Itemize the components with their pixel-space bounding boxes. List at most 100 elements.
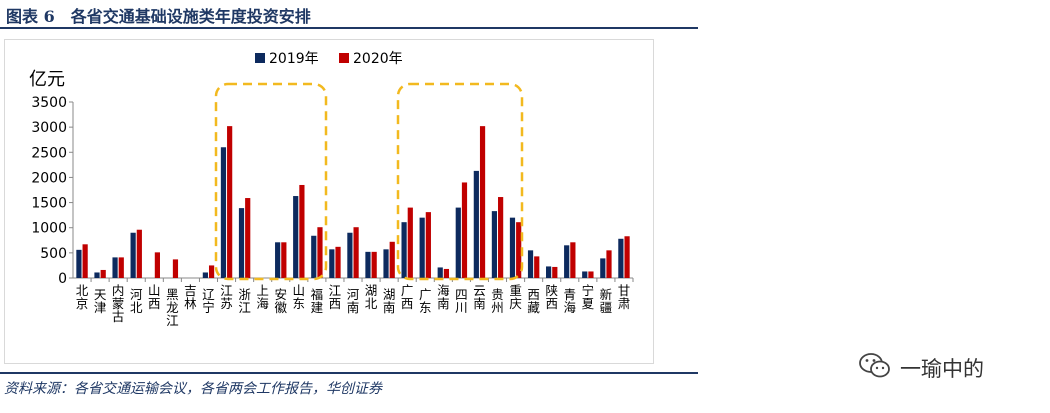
legend-swatch-0	[255, 53, 265, 63]
y-tick-label: 2000	[31, 170, 67, 186]
x-tick-label: 江西	[329, 283, 342, 311]
bar-chart: 亿元0500100015002000250030003500北京天津内蒙古河北山…	[29, 51, 634, 328]
legend-label-0: 2019年	[269, 51, 319, 67]
bar-2019-20	[437, 267, 443, 278]
x-tick-label: 安徽	[274, 287, 287, 315]
bar-2019-29	[600, 258, 606, 278]
watermark-text: 一瑜中的	[900, 357, 984, 381]
bar-2020-0	[82, 244, 88, 278]
x-tick-label: 湖北	[365, 283, 378, 311]
bar-2020-1	[100, 269, 106, 278]
y-tick-label: 1000	[31, 221, 67, 237]
bar-2020-16	[371, 251, 377, 278]
x-tick-label: 辽宁	[202, 287, 215, 315]
x-tick-label: 宁夏	[582, 283, 595, 311]
bar-2019-2	[112, 257, 118, 278]
x-tick-label: 贵州	[491, 287, 504, 315]
chart-frame: 亿元 0 500 1000 1500 2000 2500 3000 3500 北京 天津 内蒙古 河北山…	[4, 39, 654, 364]
bar-2020-22	[479, 126, 486, 278]
x-tick-label: 吉林	[184, 283, 197, 311]
y-tick-label: 2500	[31, 145, 67, 161]
x-tick-label: 陕西	[545, 283, 558, 311]
bar-2019-27	[564, 245, 570, 278]
bar-2020-2	[118, 257, 124, 278]
bar-2020-3	[136, 229, 142, 278]
x-tick-label: 黑龙江	[166, 287, 179, 328]
x-tick-label: 西藏	[527, 287, 540, 315]
bar-2019-9	[238, 208, 245, 278]
bar-2019-0	[76, 249, 82, 278]
x-tick-label: 湖南	[383, 287, 396, 315]
x-tick-label: 北京	[76, 283, 89, 311]
bar-2020-18	[407, 207, 413, 278]
bar-2019-25	[527, 250, 534, 278]
x-tick-label: 青海	[564, 287, 577, 315]
x-tick-label: 重庆	[509, 283, 522, 311]
x-tick-label: 广东	[419, 287, 432, 315]
wechat-icon	[858, 351, 892, 385]
bar-2020-21	[461, 182, 468, 278]
bar-2020-19	[425, 212, 431, 278]
bar-2019-17	[383, 249, 389, 278]
highlight-box-southwest	[396, 82, 524, 281]
bar-2019-24	[509, 217, 516, 278]
bar-2020-13	[317, 227, 323, 278]
bar-2020-15	[353, 227, 359, 278]
bar-2020-17	[389, 241, 395, 278]
bar-2019-19	[419, 217, 425, 278]
title-rule	[0, 27, 698, 29]
y-tick-label: 3000	[31, 120, 67, 136]
x-tick-label: 浙江	[238, 287, 251, 315]
highlight-box-east	[214, 82, 328, 281]
y-axis-label: 亿元	[29, 69, 65, 90]
bar-2019-11	[275, 242, 281, 278]
bar-2019-1	[94, 272, 100, 278]
footer-rule	[0, 372, 698, 374]
y-tick-label: 500	[40, 246, 67, 262]
bar-2019-13	[311, 235, 317, 278]
bar-2020-24	[516, 222, 522, 278]
x-tick-label: 山西	[148, 283, 161, 311]
bar-2020-29	[606, 250, 612, 278]
bar-2020-14	[335, 246, 341, 278]
x-tick-label: 海南	[437, 283, 450, 311]
bar-2019-12	[293, 196, 299, 278]
x-tick-label: 福建	[311, 287, 324, 315]
bar-2020-4	[154, 252, 160, 278]
bar-2019-23	[491, 211, 498, 278]
bar-2019-14	[329, 249, 335, 278]
x-tick-label: 天津	[94, 287, 107, 315]
legend-swatch-1	[339, 53, 349, 63]
bar-2020-30	[624, 236, 630, 278]
bar-2020-25	[534, 256, 540, 278]
bar-2019-21	[455, 207, 461, 278]
bar-2020-9	[245, 198, 251, 278]
bar-2019-15	[347, 232, 353, 278]
x-tick-label: 山东	[293, 283, 306, 311]
x-tick-label: 河北	[130, 287, 143, 315]
figure-title: 图表 6 各省交通基础设施类年度投资安排	[6, 7, 311, 26]
bar-2019-26	[546, 266, 552, 278]
x-tick-label: 甘肃	[618, 283, 631, 311]
watermark: 一瑜中的	[858, 351, 984, 385]
bar-2020-23	[498, 197, 504, 278]
bar-2019-22	[473, 170, 479, 278]
bar-2019-18	[401, 222, 407, 278]
bar-2019-28	[582, 271, 588, 278]
bar-2020-20	[443, 268, 450, 278]
bar-2020-27	[570, 242, 576, 278]
bar-2020-7	[208, 265, 215, 278]
legend-label-1: 2020年	[353, 51, 403, 67]
x-tick-label: 广西	[401, 283, 414, 311]
y-tick-label: 3500	[31, 95, 67, 111]
bar-2019-3	[130, 232, 136, 278]
x-tick-label: 云南	[473, 283, 486, 311]
x-tick-label: 江苏	[220, 283, 233, 311]
x-tick-label: 新疆	[600, 287, 613, 315]
y-tick-label: 1500	[31, 196, 67, 212]
source-note: 资料来源：各省交通运输会议，各省两会工作报告，华创证券	[4, 381, 382, 397]
x-tick-label: 上海	[256, 283, 269, 311]
x-tick-label: 内蒙古	[112, 283, 125, 324]
bar-2019-8	[220, 147, 227, 278]
bar-2020-11	[281, 242, 287, 278]
